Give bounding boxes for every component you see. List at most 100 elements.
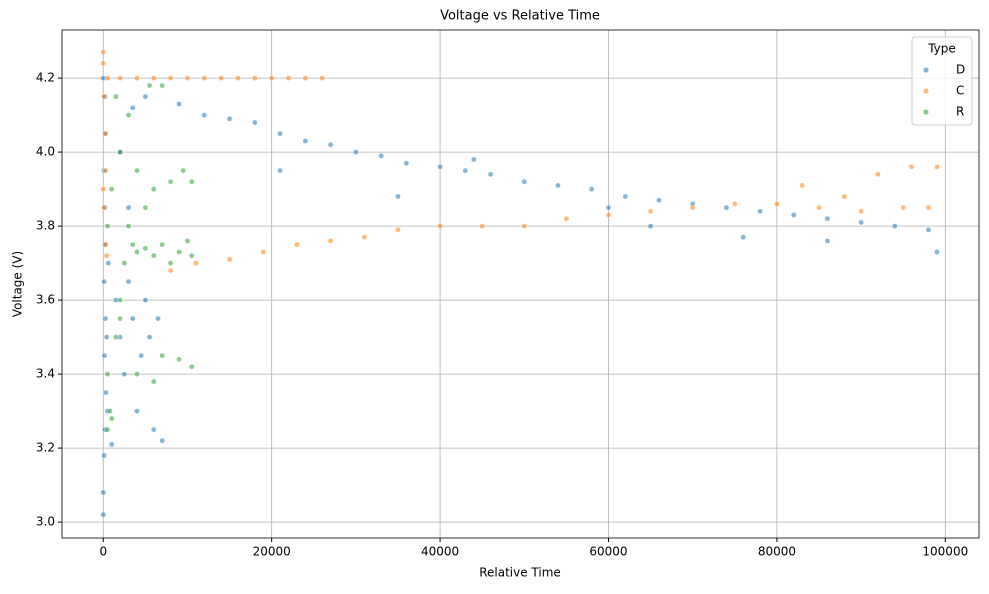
point	[891, 223, 898, 229]
point	[104, 223, 111, 229]
point	[142, 245, 149, 252]
point	[102, 241, 108, 248]
y-tick-label: 3.6	[36, 293, 55, 307]
point	[302, 75, 309, 81]
point	[102, 389, 109, 396]
point	[134, 75, 140, 81]
point	[142, 297, 149, 303]
point	[167, 178, 174, 185]
point	[180, 167, 187, 174]
point	[403, 160, 410, 166]
point	[799, 182, 805, 189]
point	[150, 186, 157, 192]
legend-label: C	[956, 84, 964, 98]
point	[934, 249, 940, 255]
point	[100, 49, 107, 55]
point	[285, 75, 292, 81]
point	[117, 297, 123, 303]
point	[150, 252, 157, 259]
point	[125, 223, 132, 229]
point	[184, 75, 191, 81]
point	[146, 334, 153, 340]
point	[790, 212, 797, 218]
point	[117, 75, 123, 81]
point	[159, 82, 166, 89]
point	[184, 238, 191, 244]
point	[142, 93, 149, 100]
point	[108, 186, 115, 192]
plot-frame	[61, 29, 980, 539]
point	[327, 141, 334, 148]
point	[107, 408, 113, 414]
point	[934, 164, 940, 170]
point	[108, 415, 115, 422]
point	[105, 260, 112, 266]
point	[908, 164, 915, 170]
point	[925, 226, 932, 233]
point	[125, 112, 132, 118]
point	[875, 171, 881, 178]
point	[563, 215, 570, 222]
point	[102, 167, 109, 174]
point	[437, 223, 443, 229]
point	[470, 156, 477, 163]
point	[226, 115, 233, 122]
point	[732, 201, 738, 207]
point	[101, 93, 107, 100]
legend-label: R	[956, 105, 964, 119]
point	[201, 75, 208, 81]
point	[150, 378, 157, 385]
point	[327, 238, 334, 244]
point	[235, 75, 241, 81]
point	[824, 238, 831, 244]
point	[605, 212, 612, 218]
point	[134, 371, 140, 377]
point	[101, 278, 107, 285]
legend-box	[911, 36, 973, 126]
legend-marker	[923, 109, 929, 115]
point	[129, 104, 136, 111]
point	[723, 204, 730, 211]
point	[757, 208, 763, 215]
point	[113, 334, 119, 340]
point	[167, 75, 174, 81]
legend-label: D	[956, 63, 965, 77]
point	[656, 197, 662, 203]
point	[361, 234, 368, 240]
point	[858, 208, 864, 215]
point	[841, 193, 848, 200]
x-tick-label: 60000	[589, 545, 627, 559]
point	[824, 215, 831, 222]
x-tick-label: 0	[99, 545, 107, 559]
point	[774, 201, 780, 207]
point	[252, 75, 258, 81]
y-tick-label: 4.0	[36, 145, 55, 159]
point	[125, 204, 132, 211]
point	[588, 186, 595, 192]
point	[647, 223, 654, 229]
point	[302, 138, 309, 144]
point	[142, 204, 149, 211]
x-tick-label: 20000	[253, 545, 291, 559]
point	[689, 204, 696, 211]
y-tick-label: 3.4	[36, 367, 55, 381]
point	[113, 93, 119, 100]
point	[134, 249, 140, 255]
point	[462, 167, 469, 174]
point	[100, 60, 107, 67]
point	[101, 452, 107, 459]
point	[740, 234, 747, 240]
point	[176, 249, 182, 255]
point	[521, 178, 528, 185]
point	[188, 178, 195, 185]
point	[121, 260, 128, 266]
point	[252, 119, 258, 126]
point	[125, 278, 132, 285]
point	[188, 252, 195, 259]
point	[176, 356, 182, 363]
point	[104, 426, 111, 433]
point	[129, 241, 136, 248]
point	[104, 75, 111, 81]
point	[103, 252, 110, 259]
